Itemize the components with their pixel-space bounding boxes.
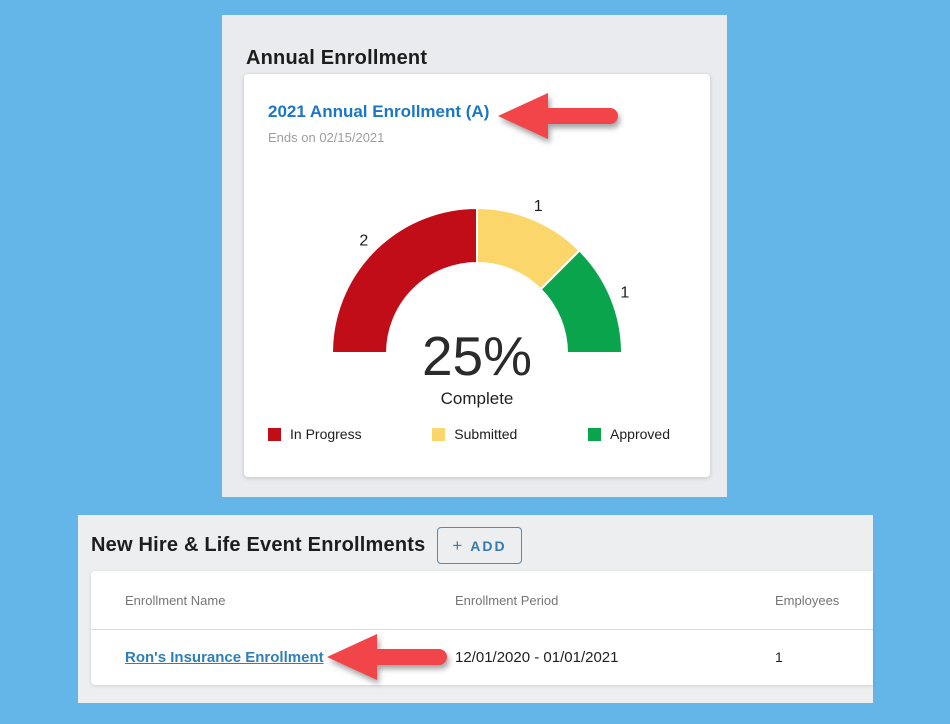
- table-header-row: Enrollment Name Enrollment Period Employ…: [91, 571, 873, 630]
- enrollment-name-link[interactable]: Ron's Insurance Enrollment: [125, 648, 324, 666]
- annual-enrollment-title: Annual Enrollment: [246, 47, 428, 69]
- legend-item: Submitted: [432, 426, 517, 442]
- gauge-segment: [539, 249, 624, 354]
- employees-cell: 1: [775, 649, 783, 665]
- col-header-enrollment-name: Enrollment Name: [125, 592, 226, 608]
- legend-label: Approved: [610, 426, 670, 442]
- new-hire-panel: New Hire & Life Event Enrollments + ADD …: [78, 515, 873, 703]
- gauge-segment-value: 2: [359, 232, 368, 249]
- new-hire-title: New Hire & Life Event Enrollments: [91, 534, 426, 556]
- table-row: Ron's Insurance Enrollment 12/01/2020 - …: [91, 630, 873, 684]
- add-button-label: ADD: [470, 537, 507, 554]
- gauge-chart: 2 1 1 25% Complete: [330, 198, 629, 408]
- annual-enrollment-card: 2021 Annual Enrollment (A) Ends on 02/15…: [244, 74, 710, 477]
- gauge-segment-labels: 2 1 1: [359, 198, 629, 302]
- gauge-center-label: Complete: [441, 389, 514, 408]
- annotation-arrow-plan-link: [498, 93, 618, 139]
- legend-item: In Progress: [268, 426, 362, 442]
- gauge-segment-value: 1: [534, 198, 543, 215]
- annual-enrollment-panel: Annual Enrollment 2021 Annual Enrollment…: [222, 15, 727, 497]
- add-button[interactable]: + ADD: [437, 527, 522, 564]
- gauge-segments: [330, 206, 624, 354]
- legend-item: Approved: [588, 426, 670, 442]
- legend-label: In Progress: [290, 426, 362, 442]
- annotation-arrow-enrollment-link: [327, 634, 447, 680]
- plus-icon: +: [452, 535, 463, 555]
- legend-swatch-icon: [268, 427, 281, 441]
- gauge-segment-value: 1: [620, 284, 629, 301]
- legend-label: Submitted: [454, 426, 518, 442]
- legend-swatch-icon: [588, 427, 602, 441]
- gauge-segment: [330, 206, 478, 354]
- enrollments-table: Enrollment Name Enrollment Period Employ…: [91, 571, 873, 685]
- enrollment-period-cell: 12/01/2020 - 01/01/2021: [455, 648, 619, 666]
- legend-swatch-icon: [432, 427, 446, 441]
- col-header-employees: Employees: [775, 592, 840, 608]
- col-header-enrollment-period: Enrollment Period: [455, 592, 559, 608]
- plan-link[interactable]: 2021 Annual Enrollment (A): [268, 102, 490, 121]
- gauge-center-value: 25%: [422, 325, 532, 387]
- plan-end-date: Ends on 02/15/2021: [268, 130, 385, 145]
- gauge-legend: In Progress Submitted Approved: [268, 426, 670, 442]
